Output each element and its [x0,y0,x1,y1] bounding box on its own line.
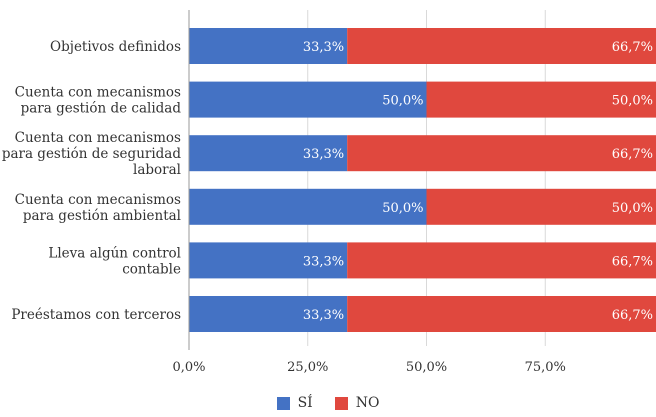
x-tick-label: 75,0% [525,360,566,375]
category-label: Cuenta con mecanismos para gestión ambien… [15,192,181,224]
data-label: 33,3% [303,254,344,269]
category-label: Preéstamos con terceros [11,307,181,323]
data-label: 33,3% [303,308,344,323]
legend-swatch-no [334,396,348,410]
x-tick-labels: 0,0% 25,0% 50,0% 75,0% [172,360,565,375]
gridlines [307,10,546,346]
legend-item-no: NO [334,395,380,411]
bar-segment-no [347,28,656,64]
bar-segment-no [426,81,656,118]
legend-label-si: SÍ [297,395,313,411]
category-label: Objetivos definidos [50,39,181,55]
data-label: 66,7% [612,147,653,162]
category-label: Cuenta con mecanismos para gestión de cal… [15,85,182,117]
legend: SÍ NO [0,393,656,413]
data-label: 50,0% [382,94,423,109]
x-tick-label: 50,0% [406,360,447,375]
legend-item-si: SÍ [276,395,313,411]
bar-segment-si [189,242,348,279]
data-label: 50,0% [382,201,423,216]
x-tick-label: 0,0% [172,360,205,375]
data-label: 50,0% [612,201,653,216]
bar-segment-no [347,296,656,332]
bar-segment-si [189,296,348,332]
x-tick-label: 25,0% [287,360,328,375]
category-label: Cuenta con mecanismos para gestión de seg… [2,130,182,178]
data-label: 66,7% [612,40,653,55]
legend-label-no: NO [355,395,380,411]
legend-swatch-si [276,396,290,410]
bar-segment-si [189,28,348,64]
category-labels: Objetivos definidos Cuenta con mecanismos… [2,39,182,323]
data-label: 33,3% [303,147,344,162]
data-label: 66,7% [612,254,653,269]
data-labels: 33,3% 66,7% 50,0% 50,0% 33,3% 66,7% 50,0% 50,0%… [303,40,653,323]
data-label: 50,0% [612,94,653,109]
bar-segment-si [189,81,427,118]
bars [189,28,656,332]
data-label: 66,7% [612,308,653,323]
bar-segment-no [347,242,656,279]
bar-segment-si [189,135,348,172]
bar-segment-no [347,135,656,172]
bar-segment-si [189,188,427,225]
data-label: 33,3% [303,40,344,55]
bar-segment-no [426,188,656,225]
category-label: Lleva algún control contable [48,245,181,277]
